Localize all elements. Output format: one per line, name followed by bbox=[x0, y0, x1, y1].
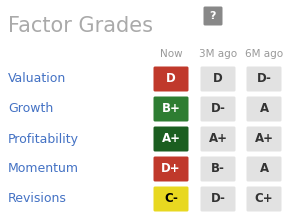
Text: B-: B- bbox=[211, 162, 225, 175]
FancyBboxPatch shape bbox=[153, 127, 188, 151]
Text: Profitability: Profitability bbox=[8, 132, 79, 146]
Text: Valuation: Valuation bbox=[8, 73, 66, 86]
Text: A+: A+ bbox=[162, 132, 180, 146]
Text: D+: D+ bbox=[161, 162, 181, 175]
FancyBboxPatch shape bbox=[246, 157, 282, 181]
Text: 3M ago: 3M ago bbox=[199, 49, 237, 59]
Text: C-: C- bbox=[164, 192, 178, 205]
Text: Now: Now bbox=[160, 49, 182, 59]
Text: D-: D- bbox=[211, 103, 225, 116]
Text: A+: A+ bbox=[255, 132, 273, 146]
FancyBboxPatch shape bbox=[153, 186, 188, 211]
FancyBboxPatch shape bbox=[246, 127, 282, 151]
Text: D-: D- bbox=[257, 73, 271, 86]
Text: Revisions: Revisions bbox=[8, 192, 67, 205]
FancyBboxPatch shape bbox=[204, 6, 222, 25]
Text: Factor Grades: Factor Grades bbox=[8, 16, 153, 36]
Text: Growth: Growth bbox=[8, 103, 53, 116]
Text: D-: D- bbox=[211, 192, 225, 205]
Text: A+: A+ bbox=[209, 132, 227, 146]
Text: D: D bbox=[166, 73, 176, 86]
FancyBboxPatch shape bbox=[246, 67, 282, 92]
Text: D: D bbox=[213, 73, 223, 86]
Text: 6M ago: 6M ago bbox=[245, 49, 283, 59]
FancyBboxPatch shape bbox=[200, 186, 235, 211]
Text: B+: B+ bbox=[162, 103, 180, 116]
FancyBboxPatch shape bbox=[246, 97, 282, 121]
FancyBboxPatch shape bbox=[200, 127, 235, 151]
FancyBboxPatch shape bbox=[200, 97, 235, 121]
FancyBboxPatch shape bbox=[200, 157, 235, 181]
FancyBboxPatch shape bbox=[153, 157, 188, 181]
Text: A: A bbox=[260, 103, 269, 116]
FancyBboxPatch shape bbox=[153, 97, 188, 121]
Text: A: A bbox=[260, 162, 269, 175]
FancyBboxPatch shape bbox=[246, 186, 282, 211]
Text: C+: C+ bbox=[255, 192, 273, 205]
FancyBboxPatch shape bbox=[153, 67, 188, 92]
FancyBboxPatch shape bbox=[200, 67, 235, 92]
Text: ?: ? bbox=[210, 11, 216, 21]
Text: Momentum: Momentum bbox=[8, 162, 79, 175]
